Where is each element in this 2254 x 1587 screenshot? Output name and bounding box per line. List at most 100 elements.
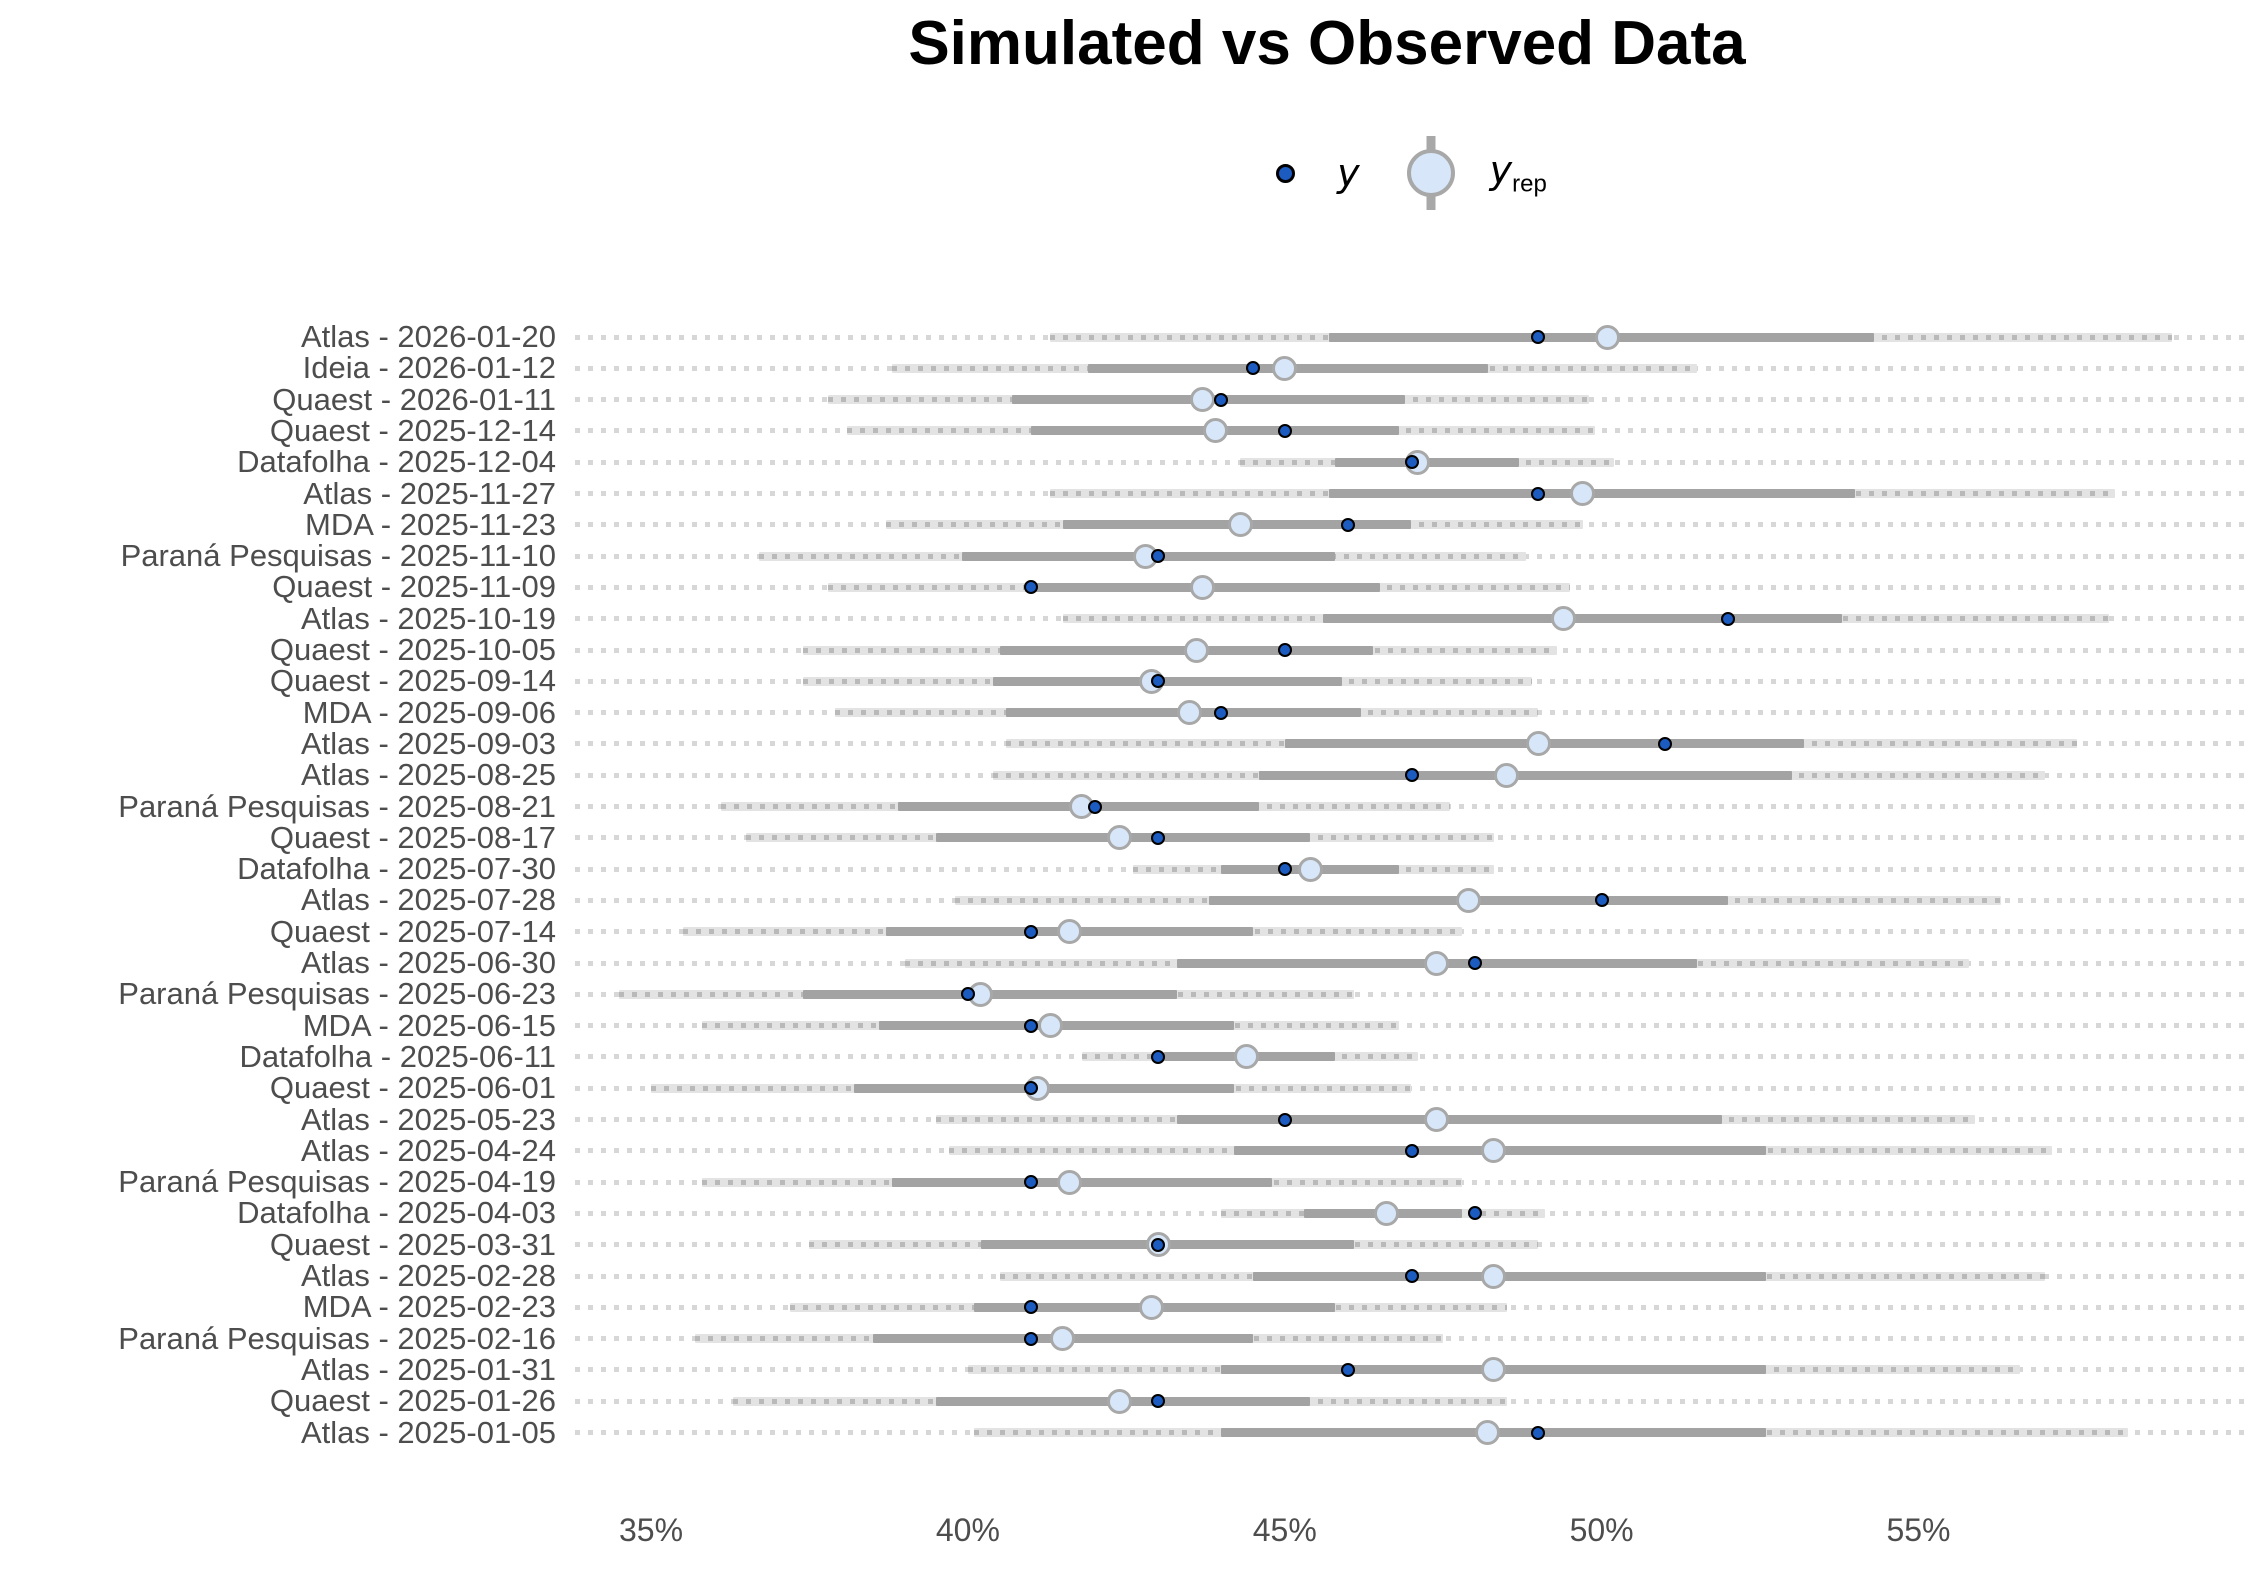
page-title: Simulated vs Observed Data bbox=[908, 9, 1746, 78]
y-point bbox=[1277, 1112, 1292, 1127]
row-label: Datafolha - 2025-07-30 bbox=[237, 851, 556, 887]
yrep-point bbox=[1183, 637, 1209, 663]
yrep-point bbox=[1456, 887, 1482, 913]
y-point bbox=[1246, 361, 1261, 376]
yrep-point bbox=[1202, 418, 1228, 444]
row-label: Quaest - 2025-09-14 bbox=[269, 663, 556, 699]
yrep-point bbox=[1525, 731, 1551, 757]
legend-label-y: y bbox=[1337, 151, 1360, 195]
row-label: Quaest - 2025-01-26 bbox=[269, 1383, 556, 1419]
yrep-point bbox=[1595, 324, 1621, 350]
x-tick-label: 35% bbox=[619, 1512, 684, 1548]
y-point-marker-icon bbox=[1276, 163, 1296, 183]
row-label: Atlas - 2025-01-31 bbox=[300, 1351, 556, 1387]
yrep-point bbox=[1272, 355, 1298, 381]
yrep-point bbox=[1481, 1357, 1507, 1383]
y-point bbox=[1151, 1237, 1165, 1252]
row-label: Atlas - 2025-06-30 bbox=[300, 945, 556, 980]
y-point bbox=[1024, 580, 1039, 595]
y-point bbox=[1151, 1049, 1165, 1064]
y-point bbox=[1467, 1206, 1482, 1221]
row-label: Quaest - 2025-10-05 bbox=[269, 632, 556, 667]
row-label: Quaest - 2025-06-01 bbox=[269, 1070, 556, 1106]
y-point bbox=[1024, 924, 1039, 939]
row-label: Atlas - 2025-05-23 bbox=[300, 1101, 556, 1137]
legend-item-yrep: yrep bbox=[1406, 136, 1547, 210]
row-label: Atlas - 2025-08-25 bbox=[300, 757, 556, 793]
row-label: Atlas - 2025-10-19 bbox=[300, 600, 556, 636]
yrep-point bbox=[1177, 700, 1203, 726]
y-point bbox=[1404, 455, 1419, 470]
row-label: Paraná Pesquisas - 2025-02-16 bbox=[118, 1320, 556, 1356]
y-point bbox=[1277, 643, 1292, 657]
row-label: Quaest - 2025-11-09 bbox=[272, 569, 556, 605]
row-label: MDA - 2025-02-23 bbox=[302, 1289, 556, 1325]
yrep-point bbox=[1494, 762, 1520, 788]
y-point bbox=[1404, 768, 1419, 783]
y-point bbox=[1341, 1362, 1356, 1377]
row-label: Paraná Pesquisas - 2025-08-21 bbox=[118, 788, 556, 824]
yrep-point bbox=[1297, 856, 1323, 882]
yrep-point bbox=[1050, 1326, 1076, 1352]
y-point bbox=[1531, 486, 1546, 501]
legend-label-yrep: yrep bbox=[1489, 147, 1547, 198]
yrep-point bbox=[1481, 1263, 1507, 1289]
gridline-dotted bbox=[575, 1085, 2248, 1091]
row-label: Atlas - 2025-02-28 bbox=[300, 1258, 556, 1293]
row-label: Quaest - 2025-08-17 bbox=[269, 819, 556, 855]
yrep-point bbox=[1373, 1200, 1399, 1226]
row-label: Atlas - 2025-01-05 bbox=[300, 1414, 556, 1450]
inner-interval-bar bbox=[891, 1177, 1273, 1187]
x-tick-label: 50% bbox=[1569, 1512, 1634, 1548]
yrep-point bbox=[1056, 919, 1082, 945]
yrep-point bbox=[1145, 1232, 1171, 1258]
y-point bbox=[1024, 1331, 1039, 1346]
row-label: Atlas - 2025-11-27 bbox=[303, 475, 556, 511]
row-label: MDA - 2025-09-06 bbox=[302, 694, 556, 730]
legend-item-y: y bbox=[1276, 151, 1360, 195]
y-point bbox=[1277, 862, 1292, 877]
y-point bbox=[1024, 1175, 1039, 1190]
inner-interval-bar bbox=[1259, 770, 1792, 780]
x-tick-label: 55% bbox=[1886, 1512, 1951, 1548]
yrep-point bbox=[1424, 950, 1450, 976]
y-point bbox=[1594, 893, 1609, 908]
row-label: Datafolha - 2025-12-04 bbox=[237, 444, 556, 480]
y-point bbox=[1531, 330, 1546, 344]
y-point bbox=[1657, 736, 1672, 751]
y-point bbox=[1024, 1300, 1039, 1315]
y-point bbox=[1404, 1143, 1419, 1158]
y-point bbox=[1467, 956, 1482, 970]
yrep-point bbox=[1551, 606, 1577, 632]
yrep-point bbox=[1056, 1169, 1082, 1195]
row-label: Quaest - 2026-01-11 bbox=[272, 381, 556, 417]
y-point bbox=[1024, 1018, 1039, 1033]
inner-interval-bar bbox=[993, 676, 1342, 686]
row-label: Paraná Pesquisas - 2025-04-19 bbox=[118, 1164, 556, 1200]
y-point bbox=[1721, 611, 1736, 626]
yrep-point bbox=[1107, 1388, 1133, 1414]
yrep-circle-icon bbox=[1406, 149, 1455, 197]
yrep-point bbox=[1189, 574, 1215, 600]
row-label: Quaest - 2025-03-31 bbox=[269, 1226, 556, 1262]
y-point bbox=[1087, 799, 1102, 814]
y-point bbox=[960, 987, 975, 1002]
y-point bbox=[1151, 830, 1165, 845]
yrep-point bbox=[1570, 481, 1596, 506]
y-point bbox=[1024, 1081, 1039, 1096]
row-label: Datafolha - 2025-06-11 bbox=[239, 1038, 556, 1074]
y-point bbox=[1341, 517, 1356, 532]
legend: y yrep bbox=[575, 128, 2248, 218]
row-label: Atlas - 2026-01-20 bbox=[300, 319, 556, 354]
y-point bbox=[1277, 423, 1292, 438]
yrep-point bbox=[1227, 512, 1253, 538]
y-point bbox=[1214, 392, 1229, 407]
gridline-dotted bbox=[575, 1023, 2248, 1029]
row-label: Atlas - 2025-04-24 bbox=[300, 1132, 556, 1168]
row-label: Datafolha - 2025-04-03 bbox=[237, 1195, 556, 1231]
y-point bbox=[1151, 1394, 1165, 1409]
inner-interval-bar bbox=[1322, 614, 1843, 624]
yrep-point-marker-icon bbox=[1406, 136, 1455, 210]
yrep-point bbox=[1037, 1013, 1063, 1039]
